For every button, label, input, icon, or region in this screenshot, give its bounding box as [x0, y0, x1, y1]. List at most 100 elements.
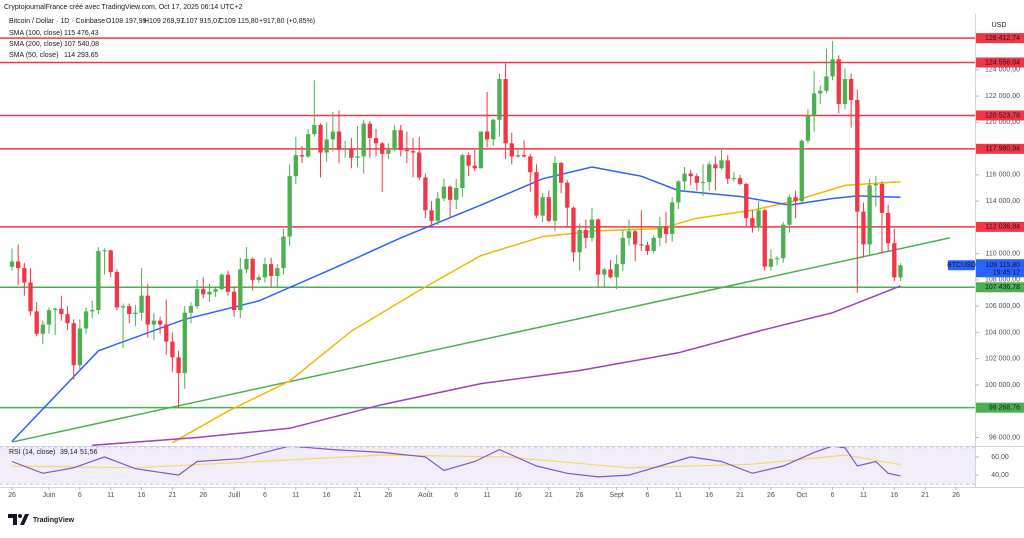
candle-body: [9, 261, 15, 267]
x-tick-label: Sept: [609, 492, 623, 499]
candle-body: [349, 148, 354, 158]
candle-body: [688, 173, 693, 177]
legend-value: 107 540,08: [64, 41, 99, 48]
candle-body: [53, 308, 58, 311]
x-tick-label: 11: [107, 492, 114, 499]
x-tick-label: 26: [384, 492, 392, 499]
legend-name: SMA (50, close): [9, 52, 58, 59]
candle-body: [429, 210, 434, 221]
candle-body: [565, 182, 570, 208]
rsi-tick-label: 40,00: [991, 472, 1009, 479]
y-tick-label: 110 000,00: [985, 250, 1020, 257]
candle-body: [22, 268, 27, 283]
candle-body: [182, 312, 187, 374]
ohlc-close: C109 115,80: [219, 18, 259, 25]
x-tick-label: Août: [418, 492, 432, 499]
candle-body: [824, 76, 829, 91]
symbol-tag: BTCUSD: [947, 262, 976, 269]
y-tick-label: 102 000,00: [985, 356, 1020, 363]
x-tick-label: 6: [646, 492, 650, 499]
candle-body: [102, 250, 107, 252]
level-label-box: [976, 110, 1024, 121]
rsi-band: [0, 447, 975, 485]
candle-body: [762, 210, 767, 267]
candle-body: [40, 324, 46, 334]
candle-body: [528, 156, 533, 173]
candle-body: [503, 78, 508, 144]
candle-body: [577, 230, 582, 253]
ohlc-high: H109 269,97: [144, 18, 184, 25]
ohlc-open: O108 197,99: [106, 18, 147, 25]
candle-body: [65, 314, 70, 324]
candle-body: [231, 291, 237, 311]
candle-body: [725, 160, 730, 179]
candle-body: [731, 178, 737, 180]
candle-body: [114, 272, 120, 308]
logo-dot: [18, 514, 22, 518]
x-tick-label: 11: [292, 492, 299, 499]
candle-body: [454, 187, 459, 200]
candle-body: [472, 165, 477, 169]
x-tick-label: 16: [138, 492, 146, 499]
candle-body: [77, 328, 83, 366]
candle-body: [867, 185, 872, 245]
x-tick-label: 21: [545, 492, 553, 499]
trendline: [11, 237, 950, 443]
candle-body: [676, 181, 681, 203]
candle-body: [583, 230, 588, 238]
x-tick-label: 16: [890, 492, 898, 499]
level-label-box: [976, 221, 1024, 232]
level-label: 98 268,76: [989, 405, 1020, 412]
candle-body: [645, 245, 650, 252]
candle-body: [750, 218, 755, 228]
candle-body: [410, 151, 416, 153]
candle-body: [164, 324, 169, 342]
candle-body: [861, 211, 866, 245]
candle-body: [670, 202, 675, 234]
candle-body: [484, 131, 490, 140]
candle-body: [620, 237, 625, 265]
level-label-box: [976, 402, 1024, 413]
rsi-legend-name: RSI (14, close): [9, 449, 55, 456]
y-tick-label: 124 000,00: [985, 67, 1020, 74]
level-label-box: [976, 33, 1024, 44]
candle-body: [639, 244, 644, 246]
rsi-pane: [0, 447, 975, 485]
level-label: 117 980,94: [985, 146, 1020, 153]
candle-body: [614, 264, 619, 278]
candle-body: [540, 197, 545, 216]
candle-body: [694, 176, 700, 183]
candle-body: [373, 138, 379, 144]
candle-body: [28, 282, 33, 312]
candle-body: [534, 172, 539, 216]
candle-body: [682, 173, 687, 182]
candle-body: [275, 268, 280, 276]
legend-value: 115 476,43: [64, 30, 99, 37]
candle-body: [447, 186, 453, 200]
candle-body: [707, 164, 712, 183]
candle-body: [497, 78, 502, 120]
x-tick-label: Juill: [228, 492, 241, 499]
legend-value: 114 293,65: [64, 52, 99, 59]
x-tick-label: 11: [675, 492, 682, 499]
legend-name: SMA (100, close): [9, 30, 62, 37]
candle-body: [170, 341, 175, 358]
y-tick-label: 108 000,00: [985, 277, 1020, 284]
x-tick-label: 26: [199, 492, 207, 499]
rsi-legend-signal: 51,56: [80, 449, 98, 456]
candle-body: [768, 258, 774, 267]
candle-body: [83, 311, 89, 329]
ohlc-low: L107 915,07: [182, 18, 221, 25]
y-tick-label: 96 000,00: [989, 434, 1020, 441]
candle-body: [633, 231, 638, 245]
candle-body: [657, 226, 663, 238]
y-tick-label: 100 000,00: [985, 382, 1020, 389]
candle-body: [417, 152, 422, 178]
candle-body: [521, 155, 527, 157]
candle-body: [719, 160, 724, 169]
y-tick-label: 114 000,00: [985, 198, 1020, 205]
currency: USD: [992, 22, 1007, 29]
candle-body: [589, 219, 595, 238]
